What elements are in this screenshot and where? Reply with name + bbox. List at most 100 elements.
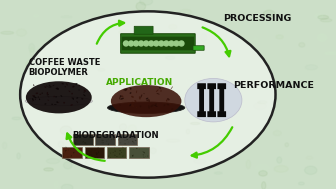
Ellipse shape <box>119 30 131 34</box>
Ellipse shape <box>12 117 21 120</box>
Ellipse shape <box>73 85 83 93</box>
Ellipse shape <box>94 150 95 151</box>
Ellipse shape <box>44 168 53 171</box>
Ellipse shape <box>25 96 92 106</box>
Ellipse shape <box>132 155 133 156</box>
Ellipse shape <box>69 91 71 92</box>
Ellipse shape <box>171 86 173 89</box>
Ellipse shape <box>136 107 137 108</box>
Ellipse shape <box>107 134 108 136</box>
Ellipse shape <box>75 142 76 143</box>
Ellipse shape <box>83 91 85 93</box>
Ellipse shape <box>136 148 138 149</box>
FancyBboxPatch shape <box>85 147 104 158</box>
Ellipse shape <box>219 103 231 110</box>
Ellipse shape <box>110 153 111 154</box>
Ellipse shape <box>159 87 161 89</box>
Ellipse shape <box>61 184 73 189</box>
Ellipse shape <box>130 88 132 90</box>
Ellipse shape <box>132 141 133 142</box>
Text: PROCESSING: PROCESSING <box>223 14 292 23</box>
Ellipse shape <box>119 154 120 155</box>
Ellipse shape <box>123 150 124 151</box>
Ellipse shape <box>70 148 72 149</box>
FancyBboxPatch shape <box>207 83 216 89</box>
Ellipse shape <box>185 78 242 122</box>
Text: PERFORMANCE: PERFORMANCE <box>234 81 314 91</box>
Ellipse shape <box>32 98 34 101</box>
Ellipse shape <box>89 136 90 138</box>
Ellipse shape <box>145 156 146 157</box>
Ellipse shape <box>99 148 100 149</box>
Ellipse shape <box>84 90 86 92</box>
Ellipse shape <box>305 65 318 70</box>
Ellipse shape <box>320 19 332 22</box>
Ellipse shape <box>119 97 120 99</box>
Circle shape <box>169 41 174 46</box>
Ellipse shape <box>83 94 86 96</box>
Ellipse shape <box>318 34 327 41</box>
Ellipse shape <box>166 99 167 102</box>
Ellipse shape <box>148 99 150 102</box>
Ellipse shape <box>171 108 173 110</box>
Ellipse shape <box>65 86 66 87</box>
Ellipse shape <box>143 152 144 153</box>
Ellipse shape <box>108 102 185 113</box>
Ellipse shape <box>74 83 76 84</box>
Ellipse shape <box>140 0 153 5</box>
Ellipse shape <box>63 153 64 155</box>
Ellipse shape <box>128 134 129 135</box>
Ellipse shape <box>85 160 94 165</box>
FancyBboxPatch shape <box>219 88 224 112</box>
Ellipse shape <box>121 95 123 97</box>
Ellipse shape <box>32 95 35 96</box>
FancyBboxPatch shape <box>129 147 149 158</box>
Ellipse shape <box>50 86 51 88</box>
Ellipse shape <box>46 159 59 164</box>
Ellipse shape <box>39 94 41 95</box>
Ellipse shape <box>58 102 59 103</box>
Ellipse shape <box>259 171 267 176</box>
Circle shape <box>149 41 154 46</box>
Ellipse shape <box>150 105 152 107</box>
Ellipse shape <box>68 149 69 150</box>
Ellipse shape <box>114 151 116 152</box>
Ellipse shape <box>54 104 57 105</box>
Ellipse shape <box>60 126 72 135</box>
Ellipse shape <box>169 103 171 105</box>
Ellipse shape <box>47 96 49 97</box>
Ellipse shape <box>77 101 78 103</box>
Ellipse shape <box>167 104 169 105</box>
Ellipse shape <box>26 61 33 68</box>
Ellipse shape <box>108 156 109 157</box>
Ellipse shape <box>33 96 35 98</box>
Ellipse shape <box>58 141 64 147</box>
Ellipse shape <box>48 87 50 88</box>
Ellipse shape <box>143 93 145 94</box>
Ellipse shape <box>71 155 72 157</box>
Ellipse shape <box>44 103 46 105</box>
Ellipse shape <box>133 155 134 156</box>
Ellipse shape <box>132 155 133 156</box>
Ellipse shape <box>128 103 129 105</box>
Ellipse shape <box>49 85 50 87</box>
Ellipse shape <box>34 59 40 65</box>
Ellipse shape <box>263 10 275 17</box>
Ellipse shape <box>113 138 114 139</box>
Ellipse shape <box>159 74 172 77</box>
Ellipse shape <box>2 142 7 149</box>
Ellipse shape <box>55 88 58 89</box>
Ellipse shape <box>56 88 59 90</box>
Ellipse shape <box>169 126 180 133</box>
Ellipse shape <box>96 152 97 153</box>
Ellipse shape <box>52 91 56 98</box>
Ellipse shape <box>47 92 48 94</box>
Ellipse shape <box>70 104 73 106</box>
Ellipse shape <box>217 80 228 87</box>
Ellipse shape <box>126 139 128 140</box>
Circle shape <box>179 41 184 46</box>
Ellipse shape <box>36 92 38 94</box>
Ellipse shape <box>76 83 78 85</box>
Ellipse shape <box>154 105 158 107</box>
FancyBboxPatch shape <box>134 26 153 34</box>
